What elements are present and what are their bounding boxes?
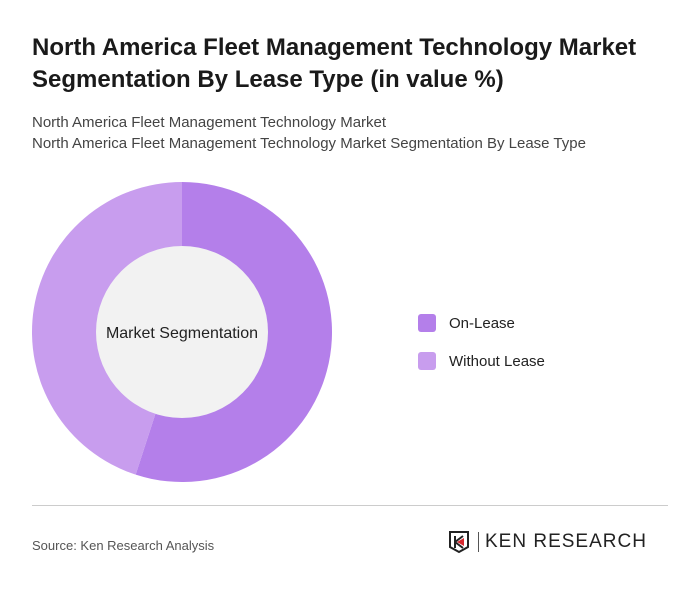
legend: On-Lease Without Lease (418, 304, 545, 380)
source-note: Source: Ken Research Analysis (32, 538, 215, 553)
chart-title: North America Fleet Management Technolog… (32, 34, 637, 93)
divider (32, 505, 668, 506)
legend-swatch (418, 314, 436, 332)
chart-subtitle: North America Fleet Management Technolog… (32, 114, 387, 131)
legend-label: Without Lease (449, 352, 545, 370)
legend-item-without-lease: Without Lease (418, 342, 545, 380)
donut-hole (96, 246, 268, 418)
chart-subtitle-2: North America Fleet Management Technolog… (32, 135, 586, 152)
legend-swatch (418, 352, 436, 370)
center-label: Market Segmentation (106, 325, 258, 342)
legend-item-on-lease: On-Lease (418, 304, 545, 342)
logo-text: KEN RESEARCH (478, 532, 647, 552)
legend-label: On-Lease (449, 314, 515, 332)
logo-icon (449, 531, 469, 554)
ken-research-logo: KEN RESEARCH (448, 530, 647, 554)
